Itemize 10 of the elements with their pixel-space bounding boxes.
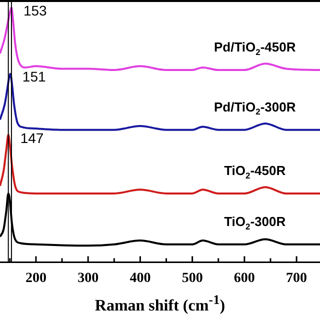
x-tick-label: 200: [25, 271, 46, 286]
annotation: 147: [20, 130, 44, 146]
x-tick-label: 500: [182, 271, 203, 286]
annotation: 153: [23, 2, 48, 18]
x-tick-label: 700: [286, 271, 308, 286]
x-tick-label: 600: [234, 271, 255, 286]
annotation: 151: [22, 68, 46, 85]
x-tick-label: 300: [78, 271, 99, 286]
x-tick-label: 400: [130, 271, 151, 286]
x-axis-title: Raman shift (cm$^{-1}$): [94, 292, 226, 316]
